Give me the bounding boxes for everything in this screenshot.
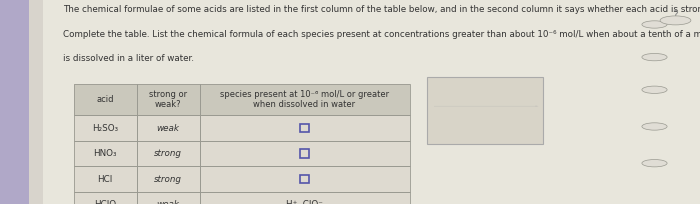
Text: Complete the table. List the chemical formula of each species present at concent: Complete the table. List the chemical fo… — [63, 30, 700, 39]
Text: H⁺, ClO⁻: H⁺, ClO⁻ — [286, 200, 323, 204]
Text: strong: strong — [154, 174, 182, 184]
Text: ?: ? — [673, 10, 678, 20]
Text: species present at 10⁻⁶ mol/L or greater
when dissolved in water: species present at 10⁻⁶ mol/L or greater… — [220, 90, 389, 109]
Text: H₂SO₃: H₂SO₃ — [92, 123, 118, 133]
Text: ×: × — [443, 123, 453, 134]
Text: weak: weak — [157, 200, 179, 204]
Text: The chemical formulae of some acids are listed in the first column of the table : The chemical formulae of some acids are … — [63, 5, 700, 14]
Text: □ₙ: □ₙ — [476, 85, 489, 95]
Text: weak: weak — [157, 123, 179, 133]
Text: is dissolved in a liter of water.: is dissolved in a liter of water. — [63, 54, 194, 63]
Text: ↺: ↺ — [499, 123, 509, 134]
Text: strong: strong — [154, 149, 182, 158]
Text: HClO: HClO — [94, 200, 116, 204]
Text: strong or
weak?: strong or weak? — [149, 90, 187, 109]
Text: HCl: HCl — [97, 174, 113, 184]
Text: acid: acid — [97, 95, 113, 104]
Text: aa: aa — [504, 85, 516, 95]
Text: □²: □² — [444, 85, 458, 95]
Text: HNO₃: HNO₃ — [93, 149, 117, 158]
